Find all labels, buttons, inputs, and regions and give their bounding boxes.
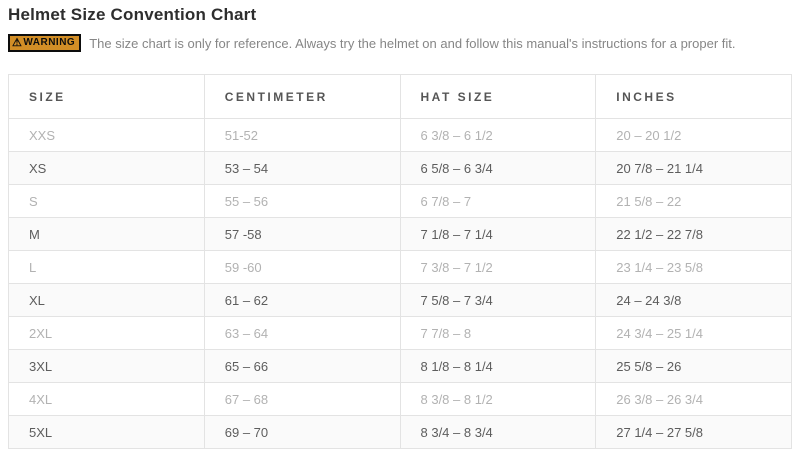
size-cell: XL (8, 283, 205, 317)
hat-size-cell: 6 5/8 – 6 3/4 (399, 151, 597, 185)
size-cell: M (8, 217, 205, 251)
centimeter-cell: 53 – 54 (203, 151, 401, 185)
inches-cell: 21 5/8 – 22 (595, 184, 792, 218)
hat-size-cell: 6 7/8 – 7 (399, 184, 597, 218)
inches-cell: 22 1/2 – 22 7/8 (595, 217, 792, 251)
inches-cell: 24 – 24 3/8 (595, 283, 792, 317)
inches-cell: 27 1/4 – 27 5/8 (595, 415, 792, 449)
hat-size-cell: 8 3/8 – 8 1/2 (399, 382, 597, 416)
size-cell: 2XL (8, 316, 205, 350)
header-inches: INCHES (595, 74, 792, 119)
table-header: SIZE CENTIMETER HAT SIZE INCHES (8, 74, 792, 119)
header-centimeter: CENTIMETER (203, 74, 401, 119)
warning-badge: ⚠ WARNING (8, 34, 82, 52)
size-cell: 3XL (8, 349, 205, 383)
inches-cell: 20 7/8 – 21 1/4 (595, 151, 792, 185)
centimeter-cell: 57 -58 (203, 217, 401, 251)
size-cell: L (8, 250, 205, 284)
warning-note: ⚠ WARNING The size chart is only for ref… (8, 34, 736, 52)
table-body: XXS 51-52 6 3/8 – 6 1/2 20 – 20 1/2 XS 5… (8, 118, 792, 449)
inches-cell: 25 5/8 – 26 (595, 349, 792, 383)
centimeter-cell: 67 – 68 (203, 382, 401, 416)
warning-badge-label: WARNING (23, 37, 76, 48)
inches-cell: 23 1/4 – 23 5/8 (595, 250, 792, 284)
table-row: XL 61 – 62 7 5/8 – 7 3/4 24 – 24 3/8 (8, 283, 792, 317)
table-row: XXS 51-52 6 3/8 – 6 1/2 20 – 20 1/2 (8, 118, 792, 152)
table-row: M 57 -58 7 1/8 – 7 1/4 22 1/2 – 22 7/8 (8, 217, 792, 251)
size-cell: XS (8, 151, 205, 185)
table-row: 3XL 65 – 66 8 1/8 – 8 1/4 25 5/8 – 26 (8, 349, 792, 383)
table-row: XS 53 – 54 6 5/8 – 6 3/4 20 7/8 – 21 1/4 (8, 151, 792, 185)
size-cell: S (8, 184, 205, 218)
header-row: SIZE CENTIMETER HAT SIZE INCHES (8, 74, 792, 119)
centimeter-cell: 51-52 (203, 118, 401, 152)
size-chart-table: SIZE CENTIMETER HAT SIZE INCHES XXS 51-5… (8, 74, 792, 449)
hat-size-cell: 8 1/8 – 8 1/4 (399, 349, 597, 383)
size-cell: 4XL (8, 382, 205, 416)
hat-size-cell: 7 1/8 – 7 1/4 (399, 217, 597, 251)
header-size: SIZE (8, 74, 205, 119)
centimeter-cell: 61 – 62 (203, 283, 401, 317)
centimeter-cell: 65 – 66 (203, 349, 401, 383)
header-hat-size: HAT SIZE (399, 74, 597, 119)
hat-size-cell: 6 3/8 – 6 1/2 (399, 118, 597, 152)
hat-size-cell: 7 3/8 – 7 1/2 (399, 250, 597, 284)
table-row: 5XL 69 – 70 8 3/4 – 8 3/4 27 1/4 – 27 5/… (8, 415, 792, 449)
size-cell: 5XL (8, 415, 205, 449)
inches-cell: 24 3/4 – 25 1/4 (595, 316, 792, 350)
inches-cell: 20 – 20 1/2 (595, 118, 792, 152)
hat-size-cell: 7 7/8 – 8 (399, 316, 597, 350)
hat-size-cell: 8 3/4 – 8 3/4 (399, 415, 597, 449)
table-row: L 59 -60 7 3/8 – 7 1/2 23 1/4 – 23 5/8 (8, 250, 792, 284)
warning-text: The size chart is only for reference. Al… (89, 35, 736, 51)
table-row: S 55 – 56 6 7/8 – 7 21 5/8 – 22 (8, 184, 792, 218)
centimeter-cell: 55 – 56 (203, 184, 401, 218)
size-cell: XXS (8, 118, 205, 152)
hat-size-cell: 7 5/8 – 7 3/4 (399, 283, 597, 317)
centimeter-cell: 59 -60 (203, 250, 401, 284)
warning-triangle-icon: ⚠ (12, 36, 23, 49)
table-row: 4XL 67 – 68 8 3/8 – 8 1/2 26 3/8 – 26 3/… (8, 382, 792, 416)
centimeter-cell: 69 – 70 (203, 415, 401, 449)
table-row: 2XL 63 – 64 7 7/8 – 8 24 3/4 – 25 1/4 (8, 316, 792, 350)
page-title: Helmet Size Convention Chart (8, 5, 257, 24)
inches-cell: 26 3/8 – 26 3/4 (595, 382, 792, 416)
centimeter-cell: 63 – 64 (203, 316, 401, 350)
